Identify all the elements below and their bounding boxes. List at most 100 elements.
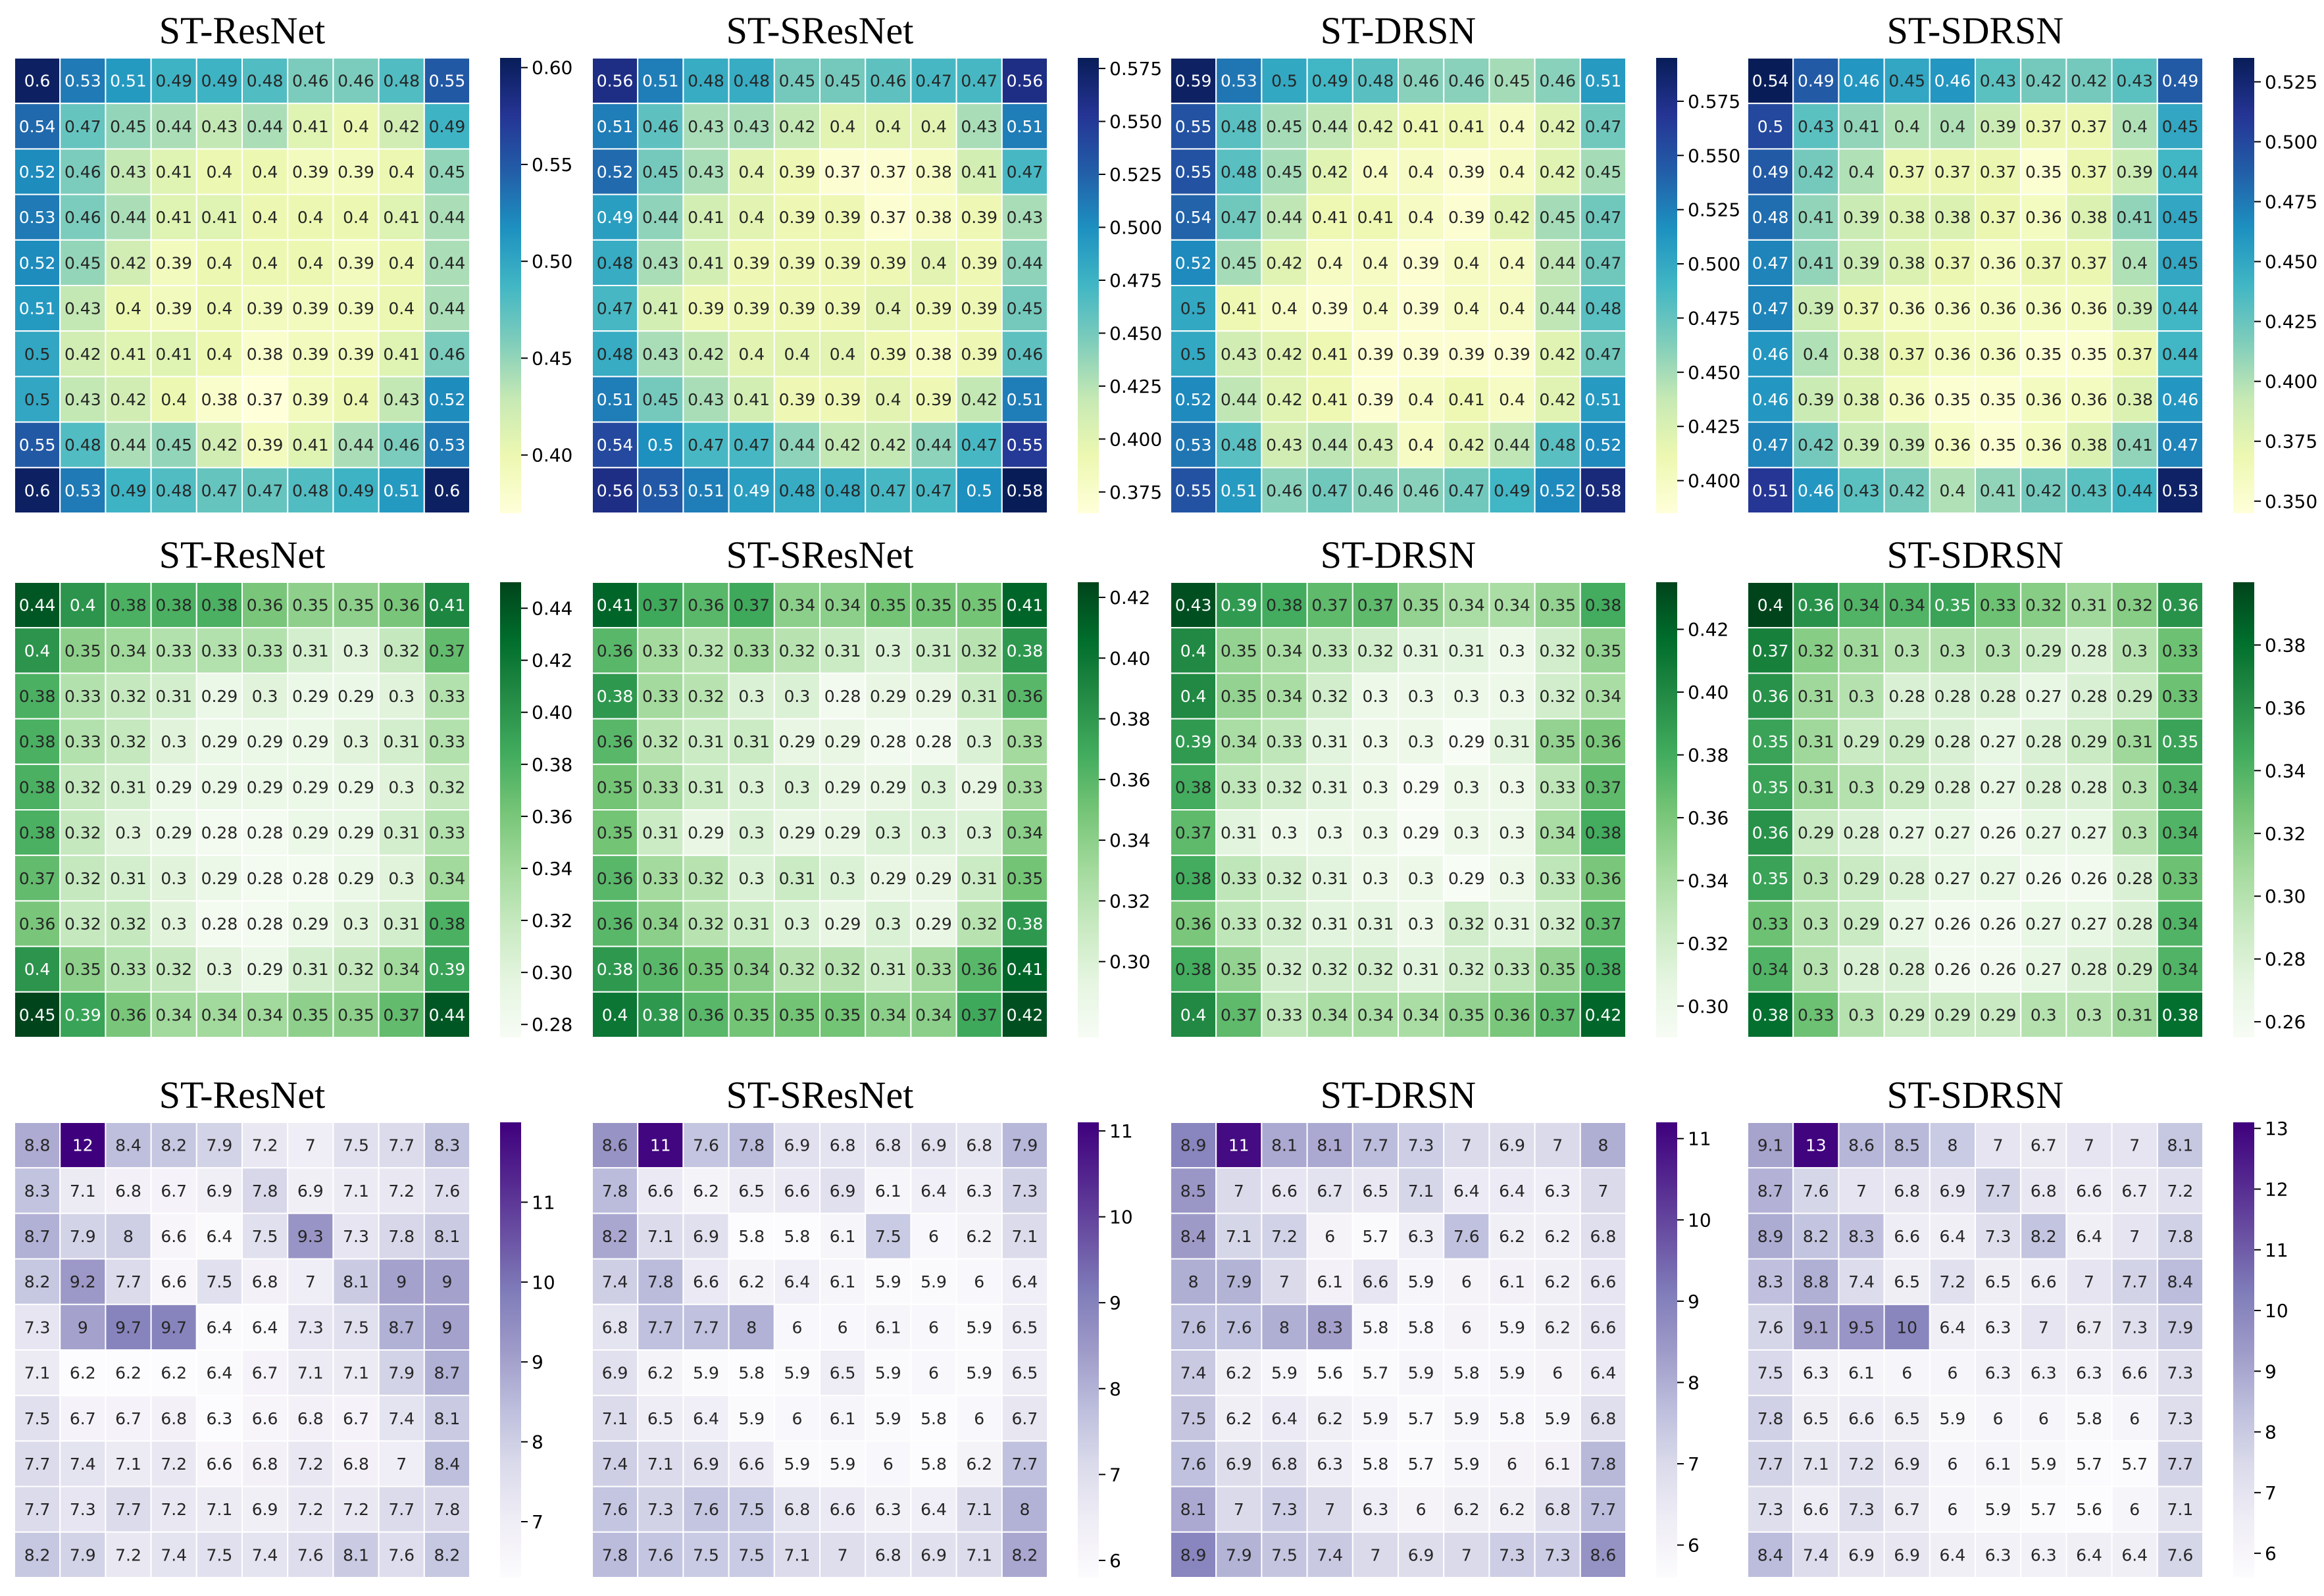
heatmap-cell-label: 0.3 [1848, 778, 1875, 797]
heatmap-cell-label: 0.36 [1934, 299, 1971, 318]
heatmap-cell [1792, 193, 1840, 241]
heatmap-cell-label: 8.7 [1757, 1182, 1784, 1201]
heatmap-cell-label: 0.32 [824, 960, 861, 979]
heatmap-cell [1534, 376, 1581, 423]
heatmap-cell [59, 148, 107, 195]
heatmap-cell-label: 0.42 [1888, 481, 1925, 500]
heatmap-cell-label: 0.46 [1934, 72, 1971, 91]
heatmap-cell-label: 0.38 [247, 345, 284, 364]
colorbar-tick-label: 9 [2265, 1360, 2277, 1382]
heatmap-cell-label: 0.4 [2121, 117, 2148, 136]
heatmap-cell-label: 0.43 [688, 117, 724, 136]
heatmap-cell-label: 11 [650, 1136, 671, 1155]
heatmap-cell-label: 0.28 [247, 824, 284, 843]
heatmap-cell [241, 809, 289, 857]
heatmap-cell-label: 0.42 [1266, 345, 1303, 364]
colorbar-tick-label: 0.450 [1109, 322, 1162, 344]
heatmap-cell [14, 285, 61, 332]
heatmap-cell-label: 6.5 [1894, 1409, 1920, 1428]
heatmap-cell [1306, 376, 1353, 423]
heatmap-cell-label: 0.45 [1007, 299, 1044, 318]
heatmap-cell-label: 0.38 [1888, 253, 1925, 272]
heatmap-cell-label: 0.4 [297, 253, 324, 272]
colorbar-tick-label: 0.575 [1109, 58, 1162, 80]
heatmap-cell-label: 0.29 [1888, 778, 1925, 797]
heatmap-cell-label: 0.39 [1448, 345, 1485, 364]
heatmap-cell-label: 0.46 [1266, 481, 1303, 500]
colorbar-tick-label: 0.375 [2265, 431, 2317, 453]
heatmap-cell-label: 0.36 [110, 1005, 147, 1024]
colorbar-tick-label: 0.32 [1688, 933, 1729, 955]
heatmap-cell-label: 0.28 [2025, 778, 2062, 797]
heatmap-cell-label: 0.36 [597, 732, 634, 751]
heatmap-cell-label: 0.47 [733, 436, 770, 455]
heatmap-cell-label: 7.1 [207, 1500, 233, 1519]
heatmap-cell-label: 0.32 [64, 869, 101, 888]
heatmap-cell-label: 0.36 [1007, 687, 1044, 706]
heatmap-cell [241, 193, 289, 241]
heatmap-cell-label: 0.44 [429, 1005, 466, 1024]
heatmap-cell-label: 0.39 [292, 299, 329, 318]
heatmap-cell-label: 0.29 [870, 778, 907, 797]
heatmap-cell [150, 421, 197, 468]
heatmap-cell-label: 0.4 [207, 345, 233, 364]
heatmap-cell-label: 0.31 [733, 732, 770, 751]
heatmap-cell-label: 0.41 [1798, 208, 1834, 227]
heatmap-cell-label: 0.29 [1888, 732, 1925, 751]
heatmap-cell [2065, 285, 2113, 332]
heatmap-cell [287, 421, 334, 468]
heatmap-cell-label: 0.38 [1175, 778, 1212, 797]
heatmap-cell [1001, 285, 1049, 332]
heatmap-cell [1534, 57, 1581, 105]
heatmap-cell-label: 7.8 [1590, 1455, 1617, 1474]
heatmap-cell [105, 148, 152, 195]
heatmap-cell [423, 57, 470, 105]
heatmap-cell-label: 5.8 [738, 1364, 765, 1383]
heatmap-cell [59, 57, 107, 105]
heatmap-cell-label: 0.39 [1221, 596, 1257, 615]
heatmap-cell-label: 6 [792, 1409, 802, 1428]
heatmap-cell-label: 0.4 [343, 208, 369, 227]
heatmap-cell-label: 6.8 [252, 1455, 278, 1474]
heatmap-cell-label: 0.41 [201, 208, 238, 227]
heatmap-cell [150, 103, 197, 150]
heatmap-cell-label: 0.4 [875, 117, 901, 136]
heatmap-cell-label: 6.7 [1317, 1182, 1343, 1201]
heatmap-cell-label: 0.34 [110, 641, 147, 661]
heatmap-cell [423, 672, 470, 720]
heatmap-cell-label: 0.43 [1266, 436, 1303, 455]
heatmap-cell-label: 0.32 [1357, 960, 1394, 979]
heatmap-cell-label: 0.42 [1798, 162, 1834, 182]
heatmap-cell-label: 7.4 [1317, 1545, 1343, 1564]
heatmap-cell [59, 466, 107, 514]
heatmap-cell [1792, 239, 1840, 286]
heatmap-cell-label: 0.3 [738, 869, 765, 888]
heatmap-cell-label: 0.29 [292, 824, 329, 843]
heatmap-cell-label: 6.9 [207, 1182, 233, 1201]
heatmap-cell-label: 0.35 [1448, 1005, 1485, 1024]
heatmap-cell-label: 0.55 [1007, 436, 1044, 455]
heatmap-cell [910, 103, 957, 150]
heatmap-cell-label: 7.3 [647, 1500, 674, 1519]
heatmap-cell-label: 6.2 [1544, 1272, 1571, 1291]
heatmap-cell [592, 285, 639, 332]
heatmap-cell [1534, 421, 1581, 468]
heatmap-cell-label: 0.4 [1499, 299, 1525, 318]
heatmap-cell-label: 6.9 [1226, 1455, 1252, 1474]
heatmap-cell [1170, 148, 1217, 195]
heatmap-title: ST-SResNet [726, 1074, 914, 1116]
colorbar-tick-label: 0.38 [1109, 709, 1150, 730]
heatmap-cell-label: 6 [974, 1409, 984, 1428]
heatmap-cell-label: 0.51 [597, 117, 634, 136]
heatmap-cell-label: 0.38 [1007, 641, 1044, 661]
heatmap-cell [1443, 103, 1490, 150]
heatmap-cell [59, 421, 107, 468]
heatmap-cell-label: 6.2 [1544, 1227, 1571, 1246]
heatmap-cell [1306, 57, 1353, 105]
heatmap-cell-label: 6.8 [602, 1318, 628, 1337]
heatmap-cell [819, 421, 867, 468]
heatmap-cell-label: 6.8 [784, 1500, 811, 1519]
heatmap-cell [1883, 285, 1931, 332]
heatmap-cell-label: 6.6 [784, 1182, 811, 1201]
